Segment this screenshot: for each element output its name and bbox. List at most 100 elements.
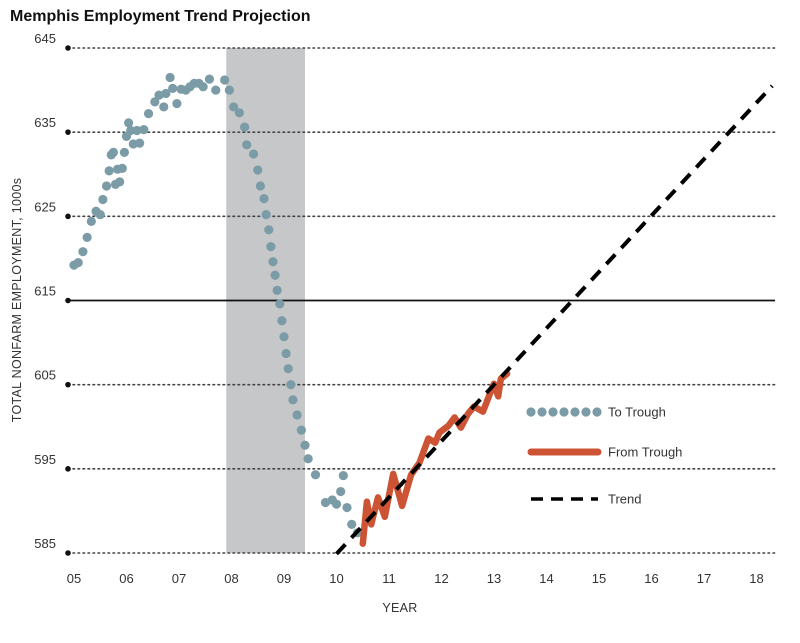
to-trough-point <box>234 108 244 118</box>
to-trough-point <box>204 74 215 84</box>
to-trough-point <box>168 83 178 93</box>
to-trough-point <box>211 85 221 95</box>
to-trough-point <box>165 72 175 83</box>
to-trough-point <box>242 140 252 150</box>
legend-dot <box>537 407 547 417</box>
y-tick-marker-645 <box>65 45 71 51</box>
to-trough-point <box>277 316 287 326</box>
to-trough-point <box>220 75 230 85</box>
to-trough-point <box>101 181 112 191</box>
tick-labels: 585 595 605 615 625 635 645 05 06 07 08 09 10 11 12 13 1… <box>34 31 763 586</box>
x-tick-label-15: 15 <box>592 571 606 586</box>
to-trough-point <box>143 109 154 119</box>
to-trough-point <box>86 216 96 226</box>
x-axis-title: YEAR <box>382 601 417 615</box>
y-tick-marker-595 <box>65 466 71 472</box>
to-trough-point <box>115 177 125 187</box>
y-axis-title: TOTAL NONFARM EMPLOYMENT, 1000s <box>10 178 24 423</box>
x-tick-label-05: 05 <box>67 571 81 586</box>
to-trough-point <box>248 149 259 159</box>
x-tick-label-13: 13 <box>487 571 501 586</box>
to-trough-point <box>95 210 105 220</box>
chart-title: Memphis Employment Trend Projection <box>10 8 311 25</box>
x-tick-label-11: 11 <box>382 571 396 586</box>
legend-label-to-trough: To Trough <box>608 405 666 420</box>
y-tick-label-605: 605 <box>34 368 56 383</box>
x-tick-label-07: 07 <box>172 571 186 586</box>
legend-dot <box>559 407 569 417</box>
x-tick-label-08: 08 <box>224 571 238 586</box>
y-tick-label-625: 625 <box>34 199 56 214</box>
to-trough-point <box>124 118 134 128</box>
x-tick-label-18: 18 <box>749 571 763 586</box>
to-trough-point <box>331 499 342 509</box>
legend-label-trend: Trend <box>608 492 641 507</box>
series-trend-line <box>335 84 774 556</box>
legend: To Trough From Trough Trend <box>526 405 682 507</box>
y-tick-label-615: 615 <box>34 284 56 299</box>
to-trough-point <box>283 364 293 374</box>
to-trough-point <box>132 125 142 136</box>
x-tick-label-16: 16 <box>644 571 658 586</box>
x-tick-label-06: 06 <box>119 571 133 586</box>
to-trough-point <box>342 502 352 513</box>
to-trough-point <box>279 332 289 342</box>
to-trough-point <box>172 98 182 109</box>
to-trough-point <box>288 395 298 405</box>
series-layer <box>69 72 774 556</box>
to-trough-point <box>126 125 136 136</box>
y-tick-marker-625 <box>65 213 71 220</box>
to-trough-point <box>229 102 239 112</box>
to-trough-point <box>336 486 346 497</box>
to-trough-point <box>224 85 234 95</box>
to-trough-point <box>268 257 278 267</box>
legend-dot <box>548 407 558 417</box>
y-tick-marker-635 <box>65 129 71 135</box>
to-trough-point <box>261 210 271 220</box>
to-trough-point <box>135 138 145 148</box>
legend-dot <box>526 407 536 417</box>
to-trough-point <box>117 163 127 173</box>
x-tick-label-09: 09 <box>277 571 291 586</box>
y-tick-label-585: 585 <box>34 536 56 551</box>
to-trough-point <box>255 181 265 191</box>
to-trough-point <box>300 440 310 450</box>
to-trough-point <box>150 97 160 107</box>
to-trough-point <box>161 88 171 99</box>
to-trough-point <box>303 454 313 464</box>
to-trough-point <box>266 242 276 252</box>
legend-dot <box>570 407 580 417</box>
to-trough-point <box>281 348 291 359</box>
to-trough-point <box>264 225 274 235</box>
to-trough-point <box>119 147 129 157</box>
series-to-trough <box>69 72 363 538</box>
to-trough-point <box>272 285 282 295</box>
x-tick-label-14: 14 <box>539 571 553 586</box>
y-tick-label-635: 635 <box>34 115 56 130</box>
to-trough-point <box>108 147 118 157</box>
to-trough-point <box>286 380 296 390</box>
to-trough-point <box>347 519 357 529</box>
to-trough-point <box>104 166 114 176</box>
x-tick-label-12: 12 <box>434 571 448 586</box>
legend-swatch-to-trough <box>526 407 602 417</box>
legend-label-from-trough: From Trough <box>608 445 682 460</box>
to-trough-point <box>259 194 269 204</box>
to-trough-point <box>270 270 280 280</box>
to-trough-point <box>198 82 208 92</box>
to-trough-point <box>240 122 250 132</box>
to-trough-point <box>78 247 88 257</box>
legend-dot <box>581 407 591 417</box>
to-trough-point <box>159 102 169 112</box>
to-trough-point <box>275 299 285 309</box>
to-trough-point <box>73 258 83 268</box>
y-tick-marker-585 <box>65 550 71 556</box>
to-trough-point <box>82 232 92 242</box>
to-trough-point <box>253 165 263 175</box>
legend-dot <box>592 407 602 417</box>
to-trough-point <box>310 470 321 480</box>
to-trough-point <box>292 410 302 420</box>
y-tick-label-645: 645 <box>34 31 56 46</box>
to-trough-point <box>338 470 348 481</box>
